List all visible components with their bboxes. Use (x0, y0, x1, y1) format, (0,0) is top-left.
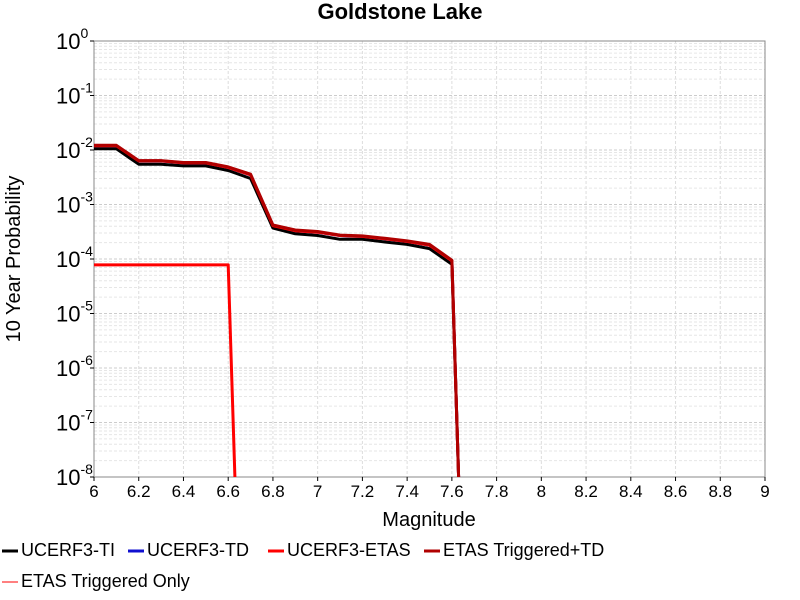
grid-lines (94, 41, 765, 478)
series-line-etas-triggered-only (94, 263, 237, 478)
y-axis-label: 10 Year Probability (3, 176, 25, 343)
legend-label: UCERF3-ETAS (287, 540, 411, 560)
legend-label: UCERF3-TD (147, 540, 249, 560)
y-tick-label: 10-1 (56, 80, 93, 109)
x-tick-label: 7.8 (485, 482, 509, 501)
x-tick-label: 6.4 (172, 482, 196, 501)
x-tick-label: 7 (313, 482, 322, 501)
x-tick-label: 8.8 (708, 482, 732, 501)
series-line-etas-triggered-td (94, 143, 461, 478)
legend-label: ETAS Triggered Only (21, 571, 190, 591)
x-tick-label: 8.4 (619, 482, 643, 501)
y-tick-label: 10-8 (56, 461, 93, 490)
x-tick-label: 6 (89, 482, 98, 501)
chart-title: Goldstone Lake (317, 0, 482, 24)
y-tick-label: 100 (56, 25, 88, 54)
y-tick-label: 10-6 (56, 352, 93, 381)
x-tick-label: 6.2 (127, 482, 151, 501)
legend: UCERF3-TI UCERF3-TD UCERF3-ETAS ETAS Trigge… (2, 540, 604, 591)
x-tick-label: 7.4 (395, 482, 419, 501)
x-tick-label: 7.2 (351, 482, 375, 501)
series-line-ucerf3-ti (94, 147, 461, 478)
legend-label: ETAS Triggered+TD (443, 540, 604, 560)
y-tick-label: 10-4 (56, 243, 93, 272)
x-tick-label: 8 (537, 482, 546, 501)
y-tick-label: 10-2 (56, 134, 93, 163)
x-tick-label: 6.8 (261, 482, 285, 501)
y-axis-ticks: 100 10-1 10-2 10-3 10-4 10-5 10-6 10-7 10-8 (56, 25, 94, 490)
legend-label: UCERF3-TI (21, 540, 115, 560)
x-tick-label: 9 (760, 482, 769, 501)
y-tick-label: 10-7 (56, 407, 93, 436)
y-tick-label: 10-5 (56, 298, 93, 327)
x-tick-label: 6.6 (216, 482, 240, 501)
x-tick-label: 8.6 (664, 482, 688, 501)
y-tick-label: 10-3 (56, 189, 93, 218)
x-axis-ticks: 6 6.2 6.4 6.6 6.8 7 7.2 7.4 7.6 7.8 8 8.2 8.4 8.6 8.8 9 (89, 477, 770, 501)
x-tick-label: 8.2 (574, 482, 598, 501)
x-axis-label: Magnitude (382, 509, 475, 531)
x-tick-label: 7.6 (440, 482, 464, 501)
series-lines (94, 143, 461, 478)
